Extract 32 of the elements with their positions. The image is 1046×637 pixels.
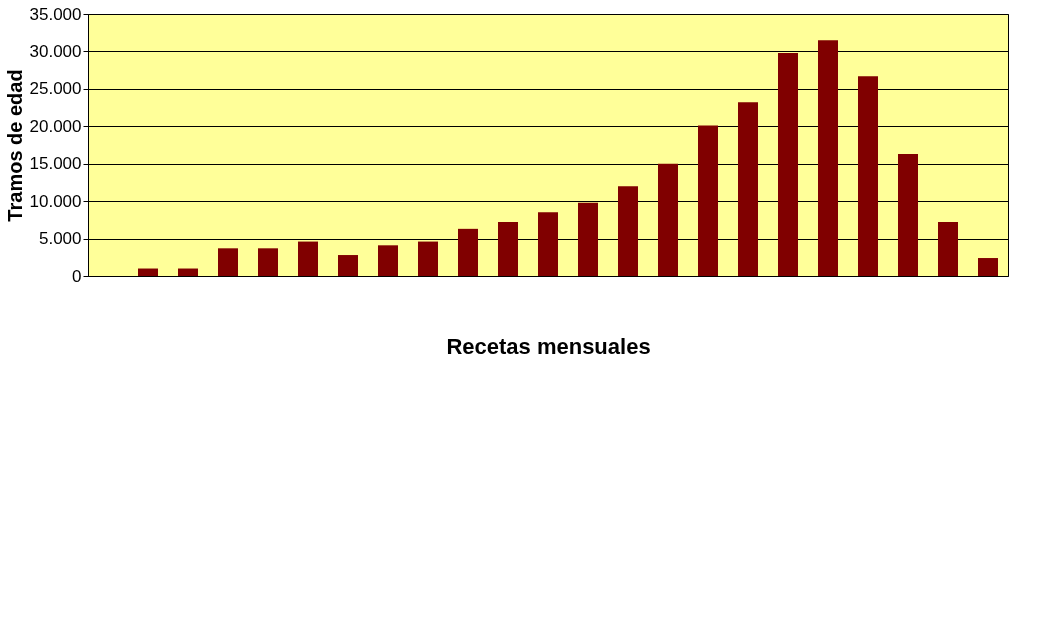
x-axis-title: Recetas mensuales (446, 333, 651, 359)
y-tick-label: 0 (72, 266, 82, 286)
bar (738, 102, 758, 276)
y-tick-label: 30.000 (29, 41, 82, 61)
y-tick-label: 15.000 (29, 154, 82, 174)
bar (818, 40, 838, 276)
bar (978, 258, 998, 276)
bar (578, 202, 598, 276)
bar (618, 186, 638, 276)
bar (658, 163, 678, 276)
bar (698, 125, 718, 276)
bar (898, 153, 918, 276)
bar (498, 222, 518, 276)
bar (858, 76, 878, 276)
bar (778, 52, 798, 276)
y-tick-label: 20.000 (29, 116, 82, 136)
bar (138, 268, 158, 276)
bar (258, 248, 278, 276)
y-tick-label: 10.000 (29, 191, 82, 211)
bar (378, 245, 398, 276)
y-tick-label: 25.000 (29, 79, 82, 99)
bar (218, 248, 238, 276)
y-axis-title: Tramos de edad (3, 69, 26, 222)
bar (298, 241, 318, 276)
bar (418, 241, 438, 276)
bar (538, 212, 558, 276)
bar (338, 255, 358, 276)
bar (938, 222, 958, 276)
y-tick-label: 5.000 (38, 229, 82, 249)
bar (458, 228, 478, 276)
bar (178, 268, 198, 276)
y-tick-label: 35.000 (29, 4, 82, 24)
